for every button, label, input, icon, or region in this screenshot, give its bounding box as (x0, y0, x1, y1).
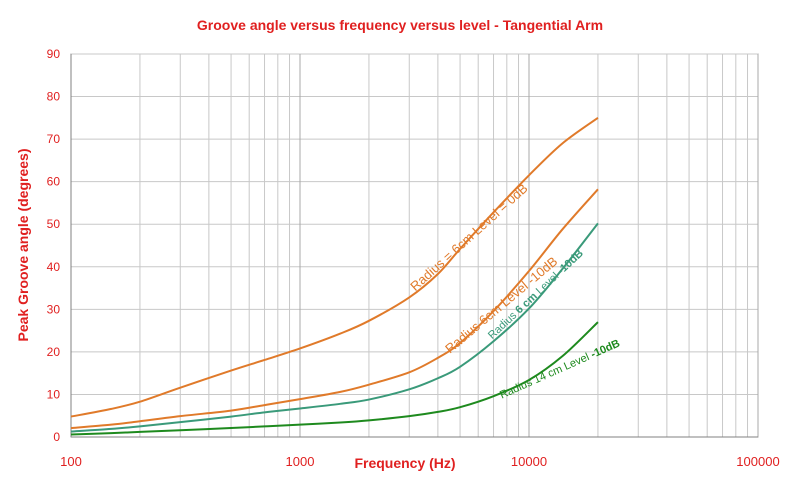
y-tick-label: 20 (47, 345, 61, 359)
series-line-2 (70, 188, 599, 430)
y-tick-label: 50 (47, 217, 61, 231)
x-axis-ticks: 100 1000 10000 100000 (60, 454, 780, 469)
y-tick-label: 40 (47, 260, 61, 274)
series-layer (70, 117, 599, 436)
series-line-1 (70, 117, 599, 418)
x-axis-label: Frequency (Hz) (354, 455, 455, 471)
y-tick-label: 0 (53, 430, 60, 444)
y-axis-ticks: 0 10 20 30 40 50 60 70 80 90 (47, 47, 61, 444)
grid-lines (70, 53, 759, 438)
x-tick-label: 100000 (736, 454, 779, 469)
y-axis-label: Peak Groove angle (degrees) (15, 149, 31, 342)
plot-frame (70, 53, 759, 438)
y-tick-label: 70 (47, 132, 61, 146)
series-line-4 (70, 321, 599, 436)
y-tick-label: 10 (47, 387, 61, 401)
chart-title: Groove angle versus frequency versus lev… (197, 17, 603, 33)
y-tick-label: 80 (47, 90, 61, 104)
y-tick-label: 30 (47, 302, 61, 316)
series-line-3 (70, 222, 599, 433)
y-tick-label: 90 (47, 47, 61, 61)
y-tick-label: 60 (47, 175, 61, 189)
x-tick-label: 1000 (286, 454, 315, 469)
x-tick-label: 10000 (511, 454, 547, 469)
plot-area (70, 53, 759, 438)
x-tick-label: 100 (60, 454, 82, 469)
